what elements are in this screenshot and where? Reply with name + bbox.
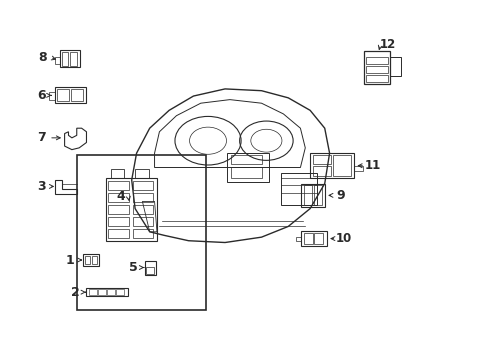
Bar	[57, 89, 69, 102]
Bar	[144, 261, 155, 275]
Text: 7: 7	[37, 131, 46, 144]
Bar	[281, 173, 317, 205]
Text: 5: 5	[129, 261, 138, 274]
Text: 3: 3	[38, 180, 46, 193]
Bar	[366, 57, 387, 64]
Bar	[312, 155, 330, 164]
Bar	[116, 289, 123, 295]
Bar	[83, 254, 99, 266]
Bar	[132, 193, 153, 202]
Bar	[230, 155, 262, 164]
Bar	[303, 185, 311, 205]
Bar	[98, 289, 105, 295]
Bar	[227, 153, 268, 182]
Bar	[85, 256, 90, 264]
Bar	[49, 93, 55, 100]
Bar	[132, 205, 153, 214]
Bar	[389, 57, 400, 76]
Bar	[301, 231, 326, 246]
Bar	[353, 166, 362, 171]
Text: 12: 12	[379, 38, 395, 51]
Bar	[301, 184, 324, 207]
Bar	[108, 205, 128, 214]
Bar	[55, 57, 60, 64]
Bar	[111, 169, 124, 178]
Bar	[108, 193, 128, 202]
Bar	[303, 233, 312, 244]
Text: 2: 2	[71, 286, 80, 299]
Text: 8: 8	[39, 51, 47, 64]
Bar	[107, 289, 115, 295]
Bar	[71, 89, 83, 102]
Bar	[295, 237, 301, 242]
Bar	[86, 288, 127, 296]
Bar	[313, 185, 321, 205]
Text: 9: 9	[336, 189, 345, 202]
Text: 10: 10	[335, 232, 351, 245]
Bar	[332, 155, 351, 176]
Bar	[132, 217, 153, 226]
Bar	[132, 229, 153, 238]
Text: 11: 11	[364, 159, 380, 172]
Bar	[55, 87, 86, 103]
Bar	[60, 50, 80, 67]
Bar	[366, 75, 387, 82]
Bar	[230, 167, 262, 178]
Bar	[366, 66, 387, 73]
Bar	[70, 52, 77, 66]
Bar	[146, 267, 154, 274]
Bar	[92, 256, 97, 264]
Bar	[61, 52, 68, 66]
Bar	[108, 181, 128, 190]
Bar	[312, 166, 330, 176]
Text: 1: 1	[66, 253, 75, 266]
Text: 4: 4	[116, 190, 125, 203]
Bar	[108, 217, 128, 226]
Bar	[106, 178, 157, 241]
Bar	[313, 233, 322, 244]
Bar	[77, 155, 205, 310]
Bar	[89, 289, 96, 295]
Bar	[135, 169, 148, 178]
Bar	[309, 153, 353, 178]
Bar	[132, 181, 153, 190]
Text: 6: 6	[37, 89, 45, 102]
Bar	[108, 229, 128, 238]
Bar	[363, 51, 389, 84]
